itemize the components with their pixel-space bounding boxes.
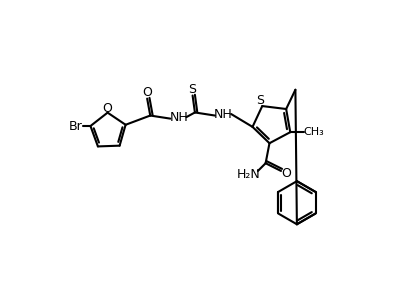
Text: O: O — [102, 101, 112, 114]
Text: S: S — [188, 83, 196, 96]
Text: O: O — [282, 167, 291, 180]
Text: Br: Br — [69, 120, 83, 133]
Text: S: S — [256, 94, 264, 107]
Text: NH: NH — [169, 111, 188, 124]
Text: H₂N: H₂N — [237, 168, 261, 181]
Text: CH₃: CH₃ — [303, 127, 324, 137]
Text: O: O — [142, 86, 152, 99]
Text: NH: NH — [214, 108, 233, 121]
